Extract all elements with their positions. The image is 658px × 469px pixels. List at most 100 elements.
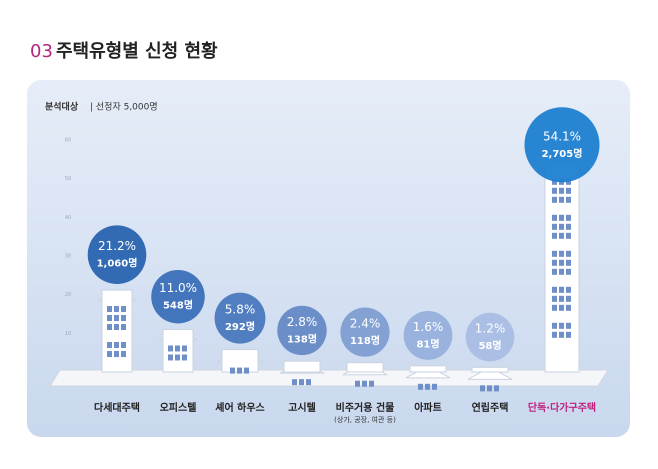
y-tick-label: 10 xyxy=(65,331,71,337)
window xyxy=(480,385,485,392)
roof xyxy=(467,366,513,380)
building xyxy=(101,289,133,373)
window xyxy=(292,379,297,386)
window xyxy=(566,331,571,338)
value-label: 21.2% xyxy=(98,239,136,253)
bubble xyxy=(277,305,327,356)
window xyxy=(552,223,557,230)
subtitle-bold: 분석대상 xyxy=(45,101,79,113)
window xyxy=(552,268,557,275)
window xyxy=(552,259,557,266)
window xyxy=(566,322,571,329)
x-tick-label: 비주거용 건물 xyxy=(336,401,395,414)
window xyxy=(114,306,119,313)
count-label: 138명 xyxy=(287,332,317,345)
window xyxy=(552,187,557,194)
window xyxy=(552,214,557,221)
bubble xyxy=(214,292,266,344)
window xyxy=(114,351,119,358)
bubble xyxy=(465,312,515,362)
y-tick-label: 40 xyxy=(65,215,71,221)
window xyxy=(566,250,571,257)
title-number: 03 xyxy=(30,41,53,62)
window xyxy=(114,324,119,331)
window xyxy=(552,196,557,203)
count-label: 1,060명 xyxy=(97,257,138,270)
building xyxy=(544,162,580,373)
x-tick-label: 단독·다가구주택 xyxy=(528,401,596,414)
window xyxy=(369,380,374,387)
bubble xyxy=(340,307,390,357)
count-label: 2,705명 xyxy=(542,147,583,160)
count-label: 292명 xyxy=(225,320,255,333)
window xyxy=(552,232,557,239)
window xyxy=(432,383,437,390)
window xyxy=(559,187,564,194)
window xyxy=(559,232,564,239)
count-label: 118명 xyxy=(350,334,380,347)
y-tick-label: 50 xyxy=(65,176,71,182)
chart-title: 주택유형별 신청 현황 xyxy=(56,41,218,62)
window xyxy=(566,259,571,266)
y-tick-label: 20 xyxy=(65,292,71,298)
value-label: 2.4% xyxy=(350,317,381,331)
bubble xyxy=(403,311,453,360)
x-tick-label: 오피스텔 xyxy=(160,401,197,414)
value-label: 5.8% xyxy=(225,303,256,317)
value-label: 54.1% xyxy=(543,129,581,143)
window xyxy=(114,315,119,322)
window xyxy=(230,367,235,374)
window xyxy=(182,354,187,361)
window xyxy=(566,286,571,293)
category-note: (상가, 공장, 여관 등) xyxy=(334,415,396,424)
window xyxy=(121,324,126,331)
value-label: 2.8% xyxy=(287,315,318,329)
x-tick-label: 다세대주택 xyxy=(94,401,140,414)
window xyxy=(306,379,311,386)
window xyxy=(552,178,557,185)
building xyxy=(409,365,447,373)
window xyxy=(566,187,571,194)
window xyxy=(175,354,180,361)
window xyxy=(552,322,557,329)
window xyxy=(182,345,187,352)
building xyxy=(471,366,509,373)
window xyxy=(566,178,571,185)
x-tick-label: 셰어 하우스 xyxy=(215,401,264,414)
window xyxy=(299,379,304,386)
count-label: 81명 xyxy=(416,337,439,350)
window xyxy=(107,342,112,349)
window xyxy=(559,322,564,329)
window xyxy=(552,286,557,293)
window xyxy=(418,383,423,390)
subtitle: | 선정자 5,000명 xyxy=(90,102,158,113)
building xyxy=(346,362,384,373)
window xyxy=(559,196,564,203)
window xyxy=(494,385,499,392)
bubble xyxy=(87,225,147,285)
window xyxy=(362,380,367,387)
window xyxy=(559,268,564,275)
window xyxy=(566,223,571,230)
window xyxy=(237,367,242,374)
window xyxy=(107,306,112,313)
window xyxy=(559,223,564,230)
window xyxy=(487,385,492,392)
bubble xyxy=(151,269,205,324)
window xyxy=(559,331,564,338)
window xyxy=(559,259,564,266)
window xyxy=(559,286,564,293)
window xyxy=(355,380,360,387)
window xyxy=(566,232,571,239)
window xyxy=(121,342,126,349)
window xyxy=(244,367,249,374)
value-label: 11.0% xyxy=(159,281,197,295)
floor xyxy=(49,369,609,387)
building xyxy=(283,360,321,373)
window xyxy=(107,351,112,358)
window xyxy=(566,214,571,221)
window xyxy=(559,295,564,302)
window xyxy=(107,324,112,331)
value-label: 1.2% xyxy=(475,322,506,336)
